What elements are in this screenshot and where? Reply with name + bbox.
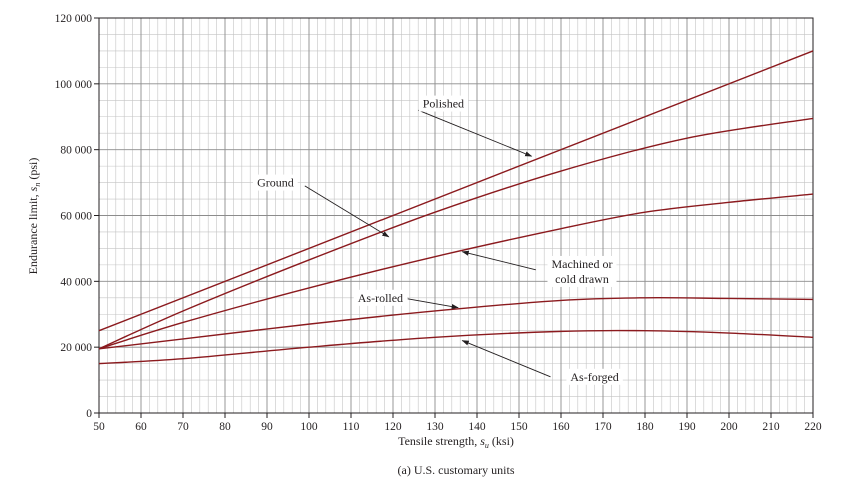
series-line-as-forged	[98, 329, 814, 365]
annotation-label-bg	[353, 289, 408, 306]
annotation-label: Machined or	[552, 257, 613, 271]
x-tick-label: 200	[720, 421, 738, 433]
y-tick-label: 60 000	[60, 211, 92, 223]
x-axis-title: Tensile strength, su (ksi)	[398, 434, 514, 450]
x-tick-label: 160	[552, 421, 570, 433]
x-tick-label: 190	[678, 421, 696, 433]
x-tick-label: 100	[300, 421, 318, 433]
annotation-ground: Ground	[253, 174, 390, 238]
x-tick-label: 210	[762, 421, 780, 433]
grid	[98, 17, 814, 414]
annotation-arrow	[304, 185, 390, 238]
annotation-arrow	[461, 340, 551, 378]
annotation-label: As-rolled	[358, 291, 403, 305]
annotation-arrow	[461, 250, 536, 271]
series-lines	[98, 50, 814, 365]
annotation-label-bg	[418, 95, 469, 112]
annotation-label-bg	[566, 368, 623, 385]
x-tick-label: 80	[219, 421, 231, 433]
y-tick-label: 0	[86, 408, 92, 420]
x-tick-label: 220	[804, 421, 822, 433]
x-tick-label: 120	[384, 421, 402, 433]
axes	[94, 17, 814, 418]
x-tick-label: 90	[261, 421, 273, 433]
y-axis-title: Endurance limit, sn (psi)	[26, 158, 42, 275]
y-tick-label: 120 000	[55, 13, 93, 25]
x-tick-label: 140	[468, 421, 486, 433]
annotation-label: Polished	[423, 97, 464, 111]
x-tick-label: 150	[510, 421, 528, 433]
series-line-machined-or-cold-drawn	[98, 193, 814, 350]
x-tick-label: 60	[135, 421, 147, 433]
annotation-as-rolled: As-rolled	[353, 289, 459, 310]
y-tick-label: 100 000	[55, 79, 93, 91]
series-line-polished	[98, 50, 814, 332]
caption: (a) U.S. customary units	[398, 463, 515, 477]
annotation-label-bg	[547, 255, 617, 287]
annotation-arrow	[407, 298, 459, 310]
series-line-as-rolled	[98, 297, 814, 350]
y-tick-label: 80 000	[60, 145, 92, 157]
x-tick-label: 130	[426, 421, 444, 433]
y-tick-label: 40 000	[60, 276, 92, 288]
tick-labels: 50 60 70 80 90 100 110 120 130 140 150 160 170 180 190…	[55, 13, 822, 433]
annotation-label: As-forged	[570, 370, 618, 384]
plot-frame	[98, 17, 814, 414]
annotation-label-bg	[253, 174, 298, 191]
x-tick-label: 170	[594, 421, 612, 433]
annotation-as-forged: As-forged	[461, 340, 623, 385]
x-tick-label: 50	[93, 421, 105, 433]
annotation-arrow	[418, 109, 533, 157]
annotation-polished: Polished	[418, 95, 533, 157]
x-tick-label: 110	[343, 421, 360, 433]
x-tick-label: 180	[636, 421, 654, 433]
x-tick-label: 70	[177, 421, 189, 433]
annotation-label: Ground	[257, 176, 294, 190]
series-line-ground	[98, 117, 814, 350]
y-tick-label: 20 000	[60, 342, 92, 354]
annotation-label: cold drawn	[555, 272, 609, 286]
